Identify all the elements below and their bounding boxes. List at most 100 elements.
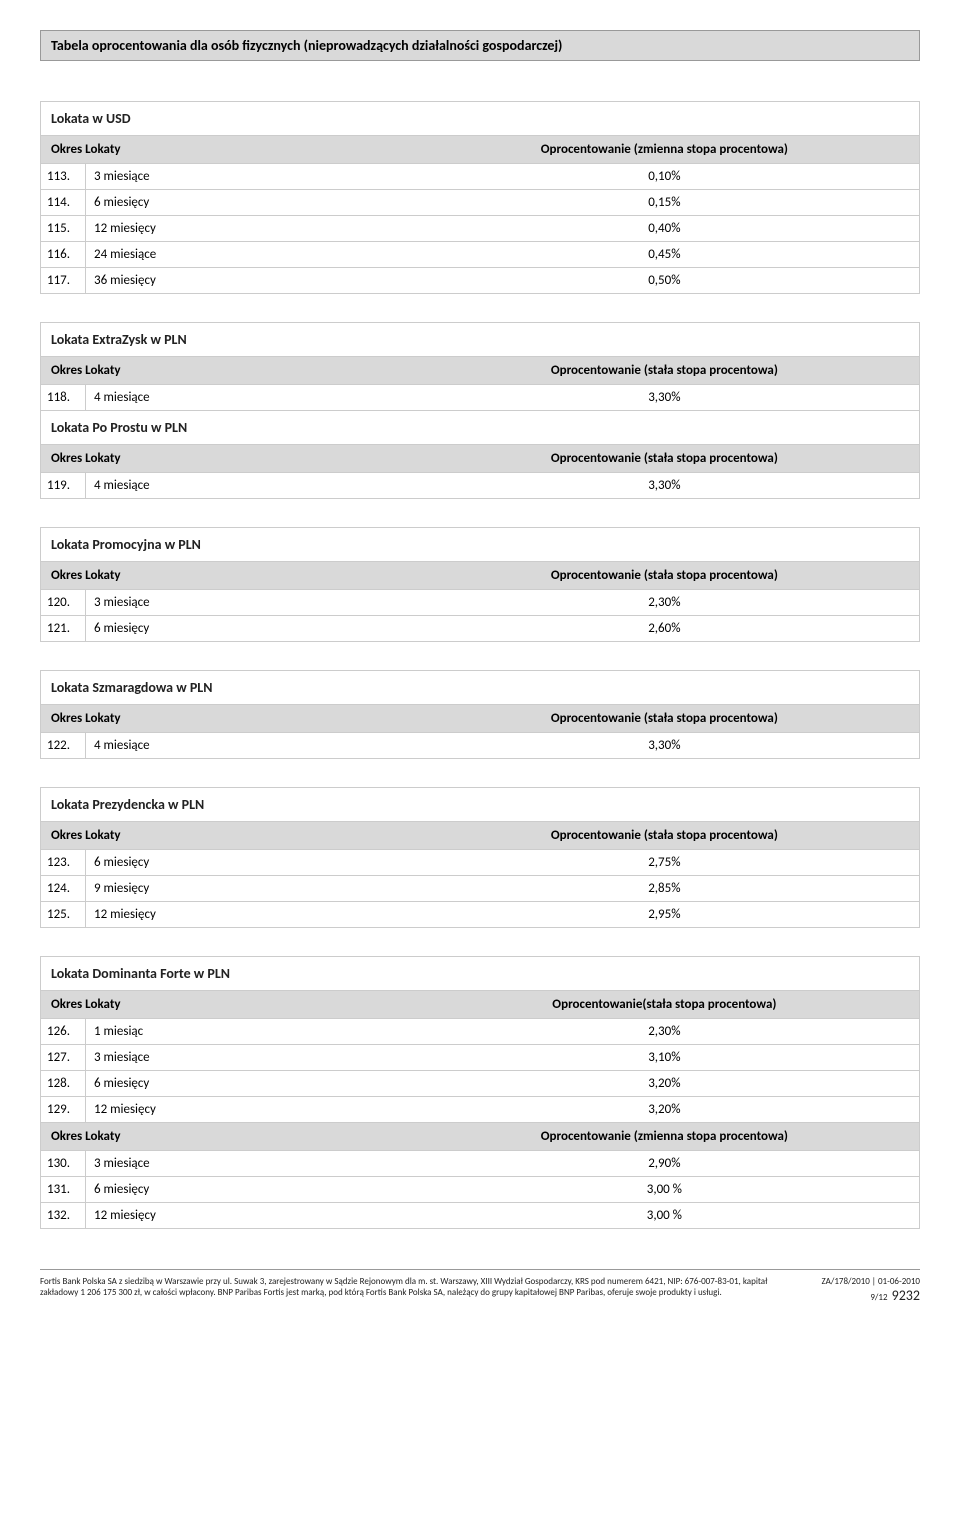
col-period: Okres Lokaty [41,561,410,589]
section-dominanta: Lokata Dominanta Forte w PLN Okres Lokat… [40,956,920,1229]
row-value: 3,30% [410,473,919,498]
row-label: 1 miesiąc [86,1019,410,1044]
row-label: 6 miesięcy [86,850,410,875]
col-rate: Oprocentowanie (stała stopa procentowa) [410,821,919,849]
row-value: 3,00 % [410,1177,919,1202]
section-title: Lokata Dominanta Forte w PLN [41,957,919,990]
table-header: Okres Lokaty Oprocentowanie (stała stopa… [41,561,919,589]
row-value: 3,20% [410,1097,919,1122]
table-header: Okres Lokaty Oprocentowanie (stała stopa… [41,444,919,472]
footer-code: 9232 [892,1287,920,1304]
row-num: 114. [41,190,86,215]
row-num: 132. [41,1203,86,1228]
row-value: 0,40% [410,216,919,241]
col-rate: Oprocentowanie (zmienna stopa procentowa… [410,1122,919,1150]
table-row: 126. 1 miesiąc 2,30% [41,1018,919,1044]
col-rate: Oprocentowanie (stała stopa procentowa) [410,356,919,384]
row-value: 3,30% [410,733,919,758]
table-header: Okres Lokaty Oprocentowanie (zmienna sto… [41,135,919,163]
table-header: Okres Lokaty Oprocentowanie (stała stopa… [41,704,919,732]
row-label: 3 miesiące [86,1045,410,1070]
page-title: Tabela oprocentowania dla osób fizycznyc… [40,30,920,61]
col-period: Okres Lokaty [41,704,410,732]
section-prezydencka: Lokata Prezydencka w PLN Okres Lokaty Op… [40,787,920,928]
table-row: 122. 4 miesiące 3,30% [41,732,919,758]
table-row: 123. 6 miesięcy 2,75% [41,849,919,875]
row-num: 124. [41,876,86,901]
table-row: 117. 36 miesięcy 0,50% [41,267,919,293]
footer-page: 9/12 [870,1292,887,1303]
footer-meta: ZA/178/2010 | 01-06-2010 9/12 9232 [822,1276,921,1305]
table-row: 128. 6 miesięcy 3,20% [41,1070,919,1096]
section-extrazysk-poprostu: Lokata ExtraZysk w PLN Okres Lokaty Opro… [40,322,920,499]
table-row: 127. 3 miesiące 3,10% [41,1044,919,1070]
row-label: 3 miesiące [86,164,410,189]
row-num: 125. [41,902,86,927]
row-num: 117. [41,268,86,293]
page-footer: Fortis Bank Polska SA z siedzibą w Warsz… [40,1269,920,1305]
col-rate: Oprocentowanie (stała stopa procentowa) [410,704,919,732]
row-label: 12 miesięcy [86,216,410,241]
row-value: 2,85% [410,876,919,901]
row-label: 12 miesięcy [86,1097,410,1122]
table-row: 130. 3 miesiące 2,90% [41,1150,919,1176]
table-row: 120. 3 miesiące 2,30% [41,589,919,615]
row-num: 113. [41,164,86,189]
table-row: 114. 6 miesięcy 0,15% [41,189,919,215]
table-header: Okres Lokaty Oprocentowanie (stała stopa… [41,356,919,384]
row-num: 123. [41,850,86,875]
row-num: 115. [41,216,86,241]
table-header: Okres Lokaty Oprocentowanie (stała stopa… [41,821,919,849]
col-rate: Oprocentowanie (stała stopa procentowa) [410,561,919,589]
row-value: 3,00 % [410,1203,919,1228]
table-row: 121. 6 miesięcy 2,60% [41,615,919,641]
row-value: 3,30% [410,385,919,410]
row-num: 122. [41,733,86,758]
row-num: 116. [41,242,86,267]
row-label: 24 miesiące [86,242,410,267]
table-row: 132. 12 miesięcy 3,00 % [41,1202,919,1228]
table-header: Okres Lokaty Oprocentowanie (zmienna sto… [41,1122,919,1150]
section-szmaragdowa: Lokata Szmaragdowa w PLN Okres Lokaty Op… [40,670,920,759]
col-rate: Oprocentowanie (stała stopa procentowa) [410,444,919,472]
table-row: 113. 3 miesiące 0,10% [41,163,919,189]
table-row: 131. 6 miesięcy 3,00 % [41,1176,919,1202]
row-label: 4 miesiące [86,733,410,758]
row-value: 0,45% [410,242,919,267]
section-title: Lokata Po Prostu w PLN [41,410,919,444]
row-label: 4 miesiące [86,473,410,498]
row-value: 0,15% [410,190,919,215]
section-title: Lokata Promocyjna w PLN [41,528,919,561]
row-value: 2,30% [410,1019,919,1044]
row-label: 12 miesięcy [86,902,410,927]
footer-ref: ZA/178/2010 [822,1276,870,1287]
table-row: 115. 12 miesięcy 0,40% [41,215,919,241]
row-label: 3 miesiące [86,1151,410,1176]
row-label: 6 miesięcy [86,1177,410,1202]
row-label: 9 miesięcy [86,876,410,901]
row-num: 128. [41,1071,86,1096]
col-period: Okres Lokaty [41,821,410,849]
row-num: 130. [41,1151,86,1176]
row-num: 118. [41,385,86,410]
row-num: 119. [41,473,86,498]
row-num: 127. [41,1045,86,1070]
row-value: 3,10% [410,1045,919,1070]
row-label: 12 miesięcy [86,1203,410,1228]
col-period: Okres Lokaty [41,444,410,472]
table-row: 116. 24 miesiące 0,45% [41,241,919,267]
col-period: Okres Lokaty [41,135,410,163]
section-title: Lokata Prezydencka w PLN [41,788,919,821]
row-num: 129. [41,1097,86,1122]
row-label: 3 miesiące [86,590,410,615]
row-value: 0,50% [410,268,919,293]
col-period: Okres Lokaty [41,1122,410,1150]
row-value: 2,95% [410,902,919,927]
table-row: 124. 9 miesięcy 2,85% [41,875,919,901]
footer-legal-text: Fortis Bank Polska SA z siedzibą w Warsz… [40,1276,802,1305]
row-value: 3,20% [410,1071,919,1096]
col-rate: Oprocentowanie (zmienna stopa procentowa… [410,135,919,163]
col-rate: Oprocentowanie(stała stopa procentowa) [410,990,919,1018]
table-row: 129. 12 miesięcy 3,20% [41,1096,919,1122]
row-label: 4 miesiące [86,385,410,410]
